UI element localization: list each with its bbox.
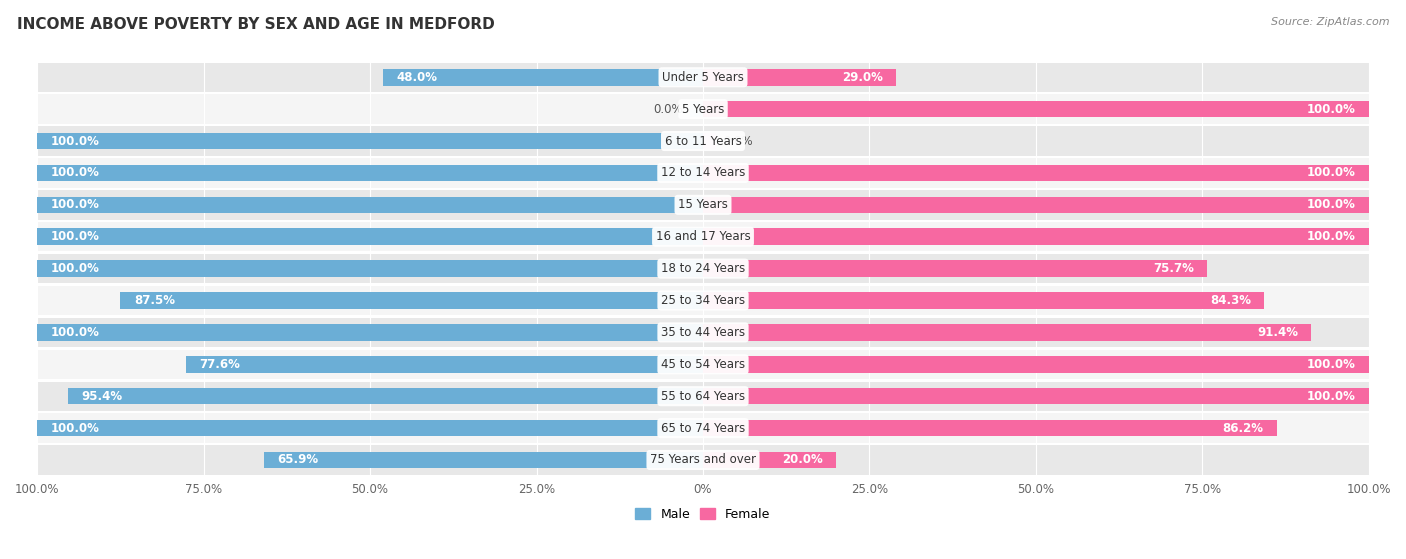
Bar — [37, 414, 1369, 443]
Text: 86.2%: 86.2% — [1223, 421, 1264, 434]
Text: 100.0%: 100.0% — [1306, 230, 1355, 243]
Bar — [703, 197, 1369, 213]
Text: 45 to 54 Years: 45 to 54 Years — [661, 358, 745, 371]
Bar — [264, 452, 703, 468]
Text: 0.0%: 0.0% — [654, 103, 683, 116]
Text: 100.0%: 100.0% — [1306, 390, 1355, 402]
Bar — [37, 420, 703, 437]
Legend: Male, Female: Male, Female — [630, 503, 776, 525]
Text: 100.0%: 100.0% — [51, 326, 100, 339]
Bar — [187, 356, 703, 373]
Bar — [37, 260, 703, 277]
Text: 55 to 64 Years: 55 to 64 Years — [661, 390, 745, 402]
Text: 100.0%: 100.0% — [51, 230, 100, 243]
Text: 25 to 34 Years: 25 to 34 Years — [661, 294, 745, 307]
Bar — [37, 324, 703, 340]
Text: 15 Years: 15 Years — [678, 198, 728, 211]
Bar — [67, 388, 703, 405]
Text: 6 to 11 Years: 6 to 11 Years — [665, 135, 741, 148]
Bar — [37, 229, 703, 245]
Bar — [37, 132, 703, 149]
Bar — [37, 254, 1369, 283]
Bar — [37, 446, 1369, 475]
Text: 100.0%: 100.0% — [51, 198, 100, 211]
Text: 65 to 74 Years: 65 to 74 Years — [661, 421, 745, 434]
Bar — [37, 165, 703, 181]
Text: 16 and 17 Years: 16 and 17 Years — [655, 230, 751, 243]
Bar — [37, 349, 1369, 379]
Bar — [703, 165, 1369, 181]
Bar — [37, 63, 1369, 92]
Bar — [37, 197, 703, 213]
Text: Under 5 Years: Under 5 Years — [662, 71, 744, 84]
Text: 12 to 14 Years: 12 to 14 Years — [661, 167, 745, 179]
Text: 100.0%: 100.0% — [51, 262, 100, 275]
Text: 100.0%: 100.0% — [51, 167, 100, 179]
Bar — [703, 260, 1206, 277]
Bar — [37, 126, 1369, 156]
Text: 20.0%: 20.0% — [782, 453, 823, 466]
Bar — [703, 420, 1277, 437]
Text: 100.0%: 100.0% — [1306, 103, 1355, 116]
Bar — [37, 286, 1369, 315]
Text: 100.0%: 100.0% — [1306, 167, 1355, 179]
Bar — [703, 356, 1369, 373]
Bar — [703, 388, 1369, 405]
Bar — [37, 190, 1369, 220]
Bar — [703, 69, 896, 86]
Text: 18 to 24 Years: 18 to 24 Years — [661, 262, 745, 275]
Bar — [703, 324, 1312, 340]
Text: 75.7%: 75.7% — [1153, 262, 1194, 275]
Bar — [690, 101, 703, 117]
Text: 77.6%: 77.6% — [200, 358, 240, 371]
Text: 91.4%: 91.4% — [1257, 326, 1298, 339]
Bar — [703, 101, 1369, 117]
Bar — [37, 382, 1369, 411]
Text: 0.0%: 0.0% — [723, 135, 752, 148]
Text: INCOME ABOVE POVERTY BY SEX AND AGE IN MEDFORD: INCOME ABOVE POVERTY BY SEX AND AGE IN M… — [17, 17, 495, 32]
Bar — [37, 318, 1369, 347]
Text: 75 Years and over: 75 Years and over — [650, 453, 756, 466]
Text: 5 Years: 5 Years — [682, 103, 724, 116]
Bar — [384, 69, 703, 86]
Text: 100.0%: 100.0% — [51, 135, 100, 148]
Bar — [703, 292, 1264, 309]
Bar — [37, 222, 1369, 252]
Text: 87.5%: 87.5% — [134, 294, 174, 307]
Text: 35 to 44 Years: 35 to 44 Years — [661, 326, 745, 339]
Text: 65.9%: 65.9% — [277, 453, 319, 466]
Bar — [703, 132, 716, 149]
Bar — [37, 94, 1369, 124]
Text: 100.0%: 100.0% — [1306, 198, 1355, 211]
Bar — [703, 452, 837, 468]
Text: Source: ZipAtlas.com: Source: ZipAtlas.com — [1271, 17, 1389, 27]
Bar — [121, 292, 703, 309]
Bar — [703, 229, 1369, 245]
Bar — [37, 158, 1369, 188]
Text: 100.0%: 100.0% — [51, 421, 100, 434]
Text: 29.0%: 29.0% — [842, 71, 883, 84]
Text: 100.0%: 100.0% — [1306, 358, 1355, 371]
Text: 84.3%: 84.3% — [1211, 294, 1251, 307]
Text: 95.4%: 95.4% — [82, 390, 122, 402]
Text: 48.0%: 48.0% — [396, 71, 437, 84]
